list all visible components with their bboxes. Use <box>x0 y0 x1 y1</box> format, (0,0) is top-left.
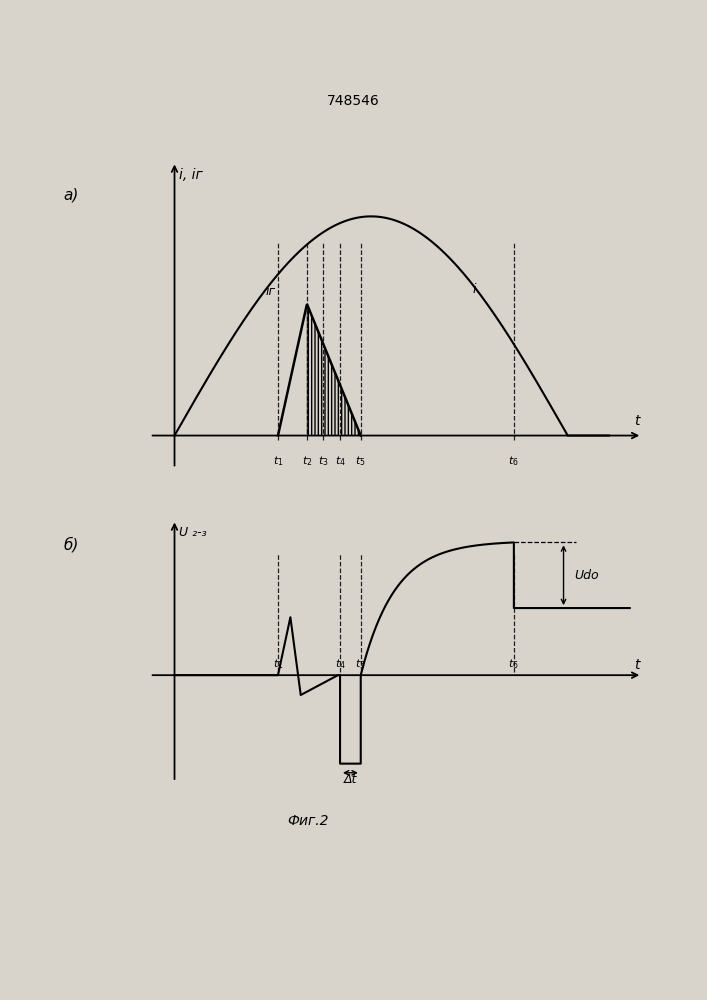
Text: U ₂-₃: U ₂-₃ <box>179 526 206 539</box>
Text: Udo: Udo <box>574 569 599 582</box>
Text: а): а) <box>64 188 79 203</box>
Text: $t_1$: $t_1$ <box>273 454 284 468</box>
Text: $t_5$: $t_5$ <box>356 658 366 671</box>
Text: $t_6$: $t_6$ <box>508 454 519 468</box>
Text: $t_4$: $t_4$ <box>334 658 346 671</box>
Text: $t_3$: $t_3$ <box>318 454 329 468</box>
Text: Δt: Δt <box>344 773 357 786</box>
Text: 748546: 748546 <box>327 94 380 108</box>
Text: t: t <box>634 414 639 428</box>
Text: i: i <box>472 283 476 296</box>
Text: Фиг.2: Фиг.2 <box>287 814 328 828</box>
Text: iг: iг <box>266 285 276 298</box>
Text: $t_1$: $t_1$ <box>273 658 284 671</box>
Text: $t_2$: $t_2$ <box>302 454 312 468</box>
Text: $t_5$: $t_5$ <box>356 454 366 468</box>
Text: t: t <box>634 658 639 672</box>
Text: i, iг: i, iг <box>179 168 202 182</box>
Text: б): б) <box>64 537 79 553</box>
Text: $t_4$: $t_4$ <box>334 454 346 468</box>
Text: $t_6$: $t_6$ <box>508 658 519 671</box>
